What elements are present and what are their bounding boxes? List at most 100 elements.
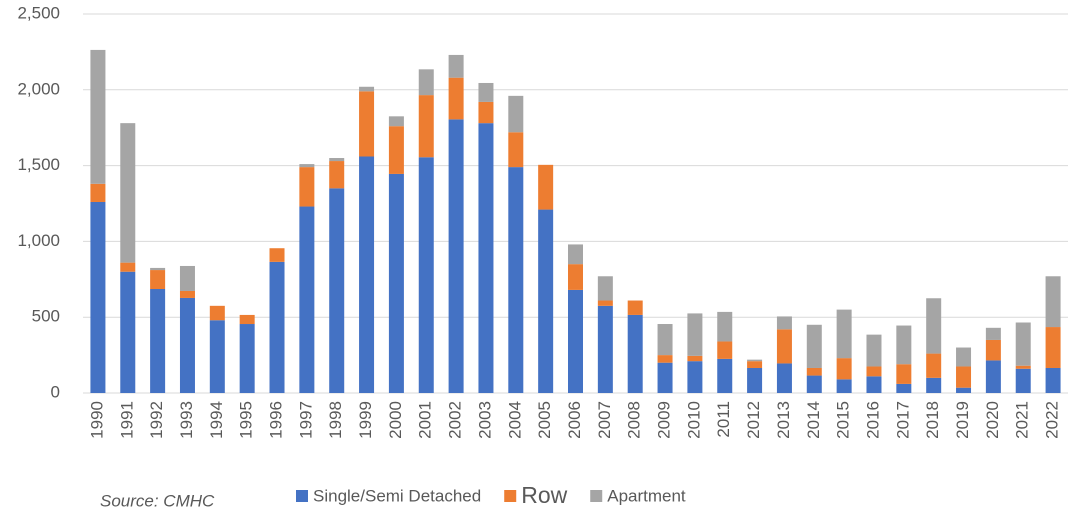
bar-segment [508,95,524,133]
bar-segment [866,376,882,393]
bar-segment [299,164,315,168]
x-tick-label: 1992 [147,401,166,439]
bar-segment [627,314,643,393]
bar-segment [896,325,912,365]
bar-segment [388,173,404,393]
bar-segment [985,339,1001,361]
x-tick-label: 1991 [117,401,136,439]
bar-segment [836,358,852,380]
bar-segment [359,91,375,157]
bar-segment [597,276,613,301]
bar-segment [448,77,464,120]
bar-segment [896,364,912,384]
legend-swatch [590,490,603,502]
bar-segment [717,358,733,393]
bar-segment [90,49,106,184]
x-tick-label: 2001 [416,401,435,439]
bar-segment [1045,367,1061,393]
bar-segment [568,264,583,290]
legend-swatch [504,490,517,502]
y-tick-label: 1,000 [17,231,60,250]
bar-segment [329,161,345,189]
bar-segment [269,261,285,393]
bar-segment [956,347,972,367]
x-tick-label: 1994 [207,401,226,439]
bar-segment [776,363,792,393]
x-tick-label: 1996 [266,401,285,439]
x-tick-label: 1998 [326,401,345,439]
bar-segment [508,132,524,168]
bar-segment [627,300,643,315]
bar-segment [478,82,494,102]
legend-label: Row [521,482,567,508]
bar-segment [418,157,434,393]
bar-segment [179,297,195,393]
bar-segment [120,271,136,393]
bar-segment [239,324,255,393]
bar-segment [1045,327,1061,368]
x-tick-label: 2022 [1043,401,1062,439]
y-tick-label: 1,500 [17,155,60,174]
bar-segment [150,270,166,290]
bar-segment [359,156,375,393]
y-tick-label: 0 [51,382,60,401]
x-tick-label: 2016 [863,401,882,439]
bar-segment [448,119,464,393]
bar-segment [687,313,703,356]
x-tick-label: 1999 [356,401,375,439]
x-tick-label: 2013 [774,401,793,439]
x-tick-label: 2020 [983,401,1002,439]
bar-segment [478,123,494,393]
bar-segment [776,329,792,364]
bar-segment [985,360,1001,393]
y-tick-label: 500 [32,307,60,326]
bar-segment [776,316,792,330]
bar-segment [687,361,703,393]
bar-segment [538,164,554,210]
bar-segment [150,289,166,393]
bar-segment [747,361,763,368]
bar-segment [896,383,912,393]
x-tick-label: 2018 [923,401,942,439]
x-tick-label: 2009 [655,401,674,439]
bar-segment [209,320,225,393]
x-tick-label: 1997 [296,401,315,439]
bar-segment [866,366,882,377]
x-tick-label: 1993 [177,401,196,439]
bar-segment [1015,365,1031,369]
x-tick-label: 2000 [386,401,405,439]
x-tick-label: 2014 [804,401,823,439]
bar-segment [329,188,345,393]
bar-segment [269,248,285,262]
x-tick-label: 2010 [684,401,703,439]
legend-swatch [296,490,308,502]
bar-segment [359,86,375,92]
bar-segment [179,265,195,291]
bar-segment [1015,368,1031,393]
bar-segment [209,305,225,321]
bar-segment [657,362,673,393]
x-tick-label: 2002 [446,401,465,439]
bar-segment [956,387,972,393]
x-tick-label: 2008 [625,401,644,439]
y-tick-label: 2,000 [17,79,60,98]
bar-segment [806,375,822,393]
bar-segment [388,116,404,127]
bar-segment [866,334,882,367]
bar-segment [508,167,524,393]
bar-segment [806,324,822,368]
bar-segment [120,262,136,272]
bar-segment [538,209,554,393]
x-tick-label: 1990 [87,401,106,439]
bar-segment [926,353,942,378]
bar-segment [179,290,195,298]
bar-segment [926,298,942,354]
x-tick-label: 2012 [744,401,763,439]
bar-segment [747,359,763,362]
bar-segment [418,95,434,158]
bar-segment [299,206,315,393]
bar-segment [150,267,166,271]
x-tick-label: 1995 [237,401,256,439]
bar-segment [717,311,733,342]
